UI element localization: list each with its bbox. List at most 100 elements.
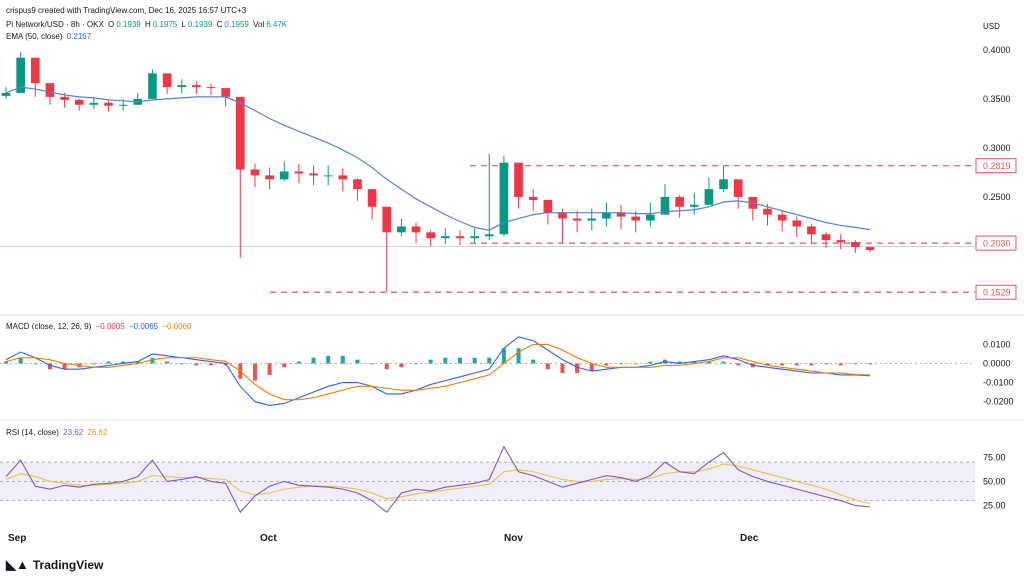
level-label-box [975,284,1017,300]
candle-body [851,242,860,248]
macd-histogram-bar [355,359,360,364]
macd-histogram-bar [824,363,829,365]
macd-histogram-bar [179,363,184,365]
macd-signal-line [5,343,871,401]
macd-histogram-bar [633,363,638,365]
x-tick-label: Sep [8,533,26,544]
macd-histogram-bar [282,363,287,368]
candle-body [118,104,128,106]
macd-histogram-bar [62,363,67,370]
macd-histogram-bar [765,363,770,366]
attribution-text: crispus9 created with TradingView.com, D… [6,6,247,15]
rsi-tick-label: 75.00 [983,452,1006,462]
macd-histogram-bar [736,363,741,366]
macd-histogram-bar [780,363,785,366]
level-label: 0.2819 [983,161,1011,171]
candle-body [45,83,55,97]
macd-histogram-bar [252,363,257,381]
macd-histogram-bar [150,357,155,364]
high-value: 0.1975 [152,20,178,29]
ema-legend[interactable]: EMA (50, close) 0.2167 [6,32,92,41]
candle-body [367,189,377,207]
candle-body [162,73,172,88]
macd-hist-value: −0.0005 [95,322,125,331]
candle-body [792,220,802,227]
symbol-legend[interactable]: Pi Network/USD · 8h · OKX O 0.1939 H 0.197… [6,20,288,29]
macd-histogram-bar [472,357,477,364]
open-value: 0.1939 [116,20,141,29]
macd-histogram-bar [267,363,272,375]
candle-body [587,218,597,221]
candle-body [221,88,230,97]
candle-body [309,173,318,176]
candle-body [528,196,538,200]
candle-body [821,234,831,241]
candle-body [572,218,582,221]
macd-histogram-bar [4,361,8,364]
candle-body [177,85,187,88]
macd-histogram-bar [589,363,594,372]
candle-body [74,99,84,105]
macd-histogram-bar [33,363,38,365]
candle-body [323,175,333,177]
macd-line [5,336,871,406]
rsi-legend[interactable]: RSI (14, close) 23.62 26.62 [6,428,108,437]
candle-body [807,226,816,235]
candle-body [660,196,670,215]
macd-histogram-bar [135,361,140,364]
rsi-value: 23.62 [63,428,84,437]
price-tick-label: 0.3000 [983,143,1011,153]
candle-body [499,162,509,235]
price-tick-label: 0.3500 [983,94,1011,104]
macd-histogram-bar [340,355,345,364]
candle-body [338,175,348,180]
macd-tick-label: 0.0100 [983,339,1011,349]
candle-body [865,247,875,251]
candle-body [733,179,743,197]
candle-body [192,85,201,88]
macd-histogram-bar [853,363,858,365]
candle-body [265,175,274,180]
candle-body [250,169,260,176]
macd-histogram-bar [531,359,536,364]
candle-body [719,179,728,190]
candle-body [543,199,553,213]
candle-body [704,189,714,205]
low-value: 0.1939 [187,20,213,29]
macd-value: −0.0065 [128,322,159,331]
macd-histogram-bar [209,363,214,366]
macd-legend[interactable]: MACD (close, 12, 26, 9) −0.0005 −0.0065 … [6,322,192,331]
macd-histogram-bar [619,363,624,365]
tradingview-logo[interactable]: ◣▲ TradingView [6,557,103,573]
rsi-ma-line [5,463,871,505]
candle-body [836,240,846,243]
macd-histogram-bar [501,348,506,364]
level-label-box [975,235,1017,251]
macd-histogram-bar [692,361,697,364]
macd-histogram-bar [414,363,419,365]
candle-body [279,171,289,180]
candle-body [455,236,465,239]
candle-body [470,236,479,239]
symbol-name: Pi Network/USD · 8h · OKX [6,20,104,29]
candle-body [616,212,626,217]
macd-histogram-bar [194,363,199,366]
macd-signal-value: −0.0060 [162,322,192,331]
macd-histogram-bar [18,357,23,364]
macd-histogram-bar [487,357,492,364]
macd-histogram-bar [706,361,711,364]
macd-histogram-bar [868,363,872,365]
level-label: 0.1529 [983,288,1011,298]
candle-body [675,196,684,207]
macd-histogram-bar [399,363,404,368]
price-tick-label: 0.2500 [983,192,1011,202]
tradingview-logo-icon: ◣▲ [6,557,29,572]
rsi-tick-label: 50.00 [983,476,1006,486]
rsi-tick-label: 25.00 [983,501,1006,511]
macd-histogram-bar [91,363,96,365]
candle-body [235,96,245,170]
candle-body [558,212,567,219]
macd-histogram-bar [677,361,682,364]
x-tick-label: Dec [740,533,759,544]
